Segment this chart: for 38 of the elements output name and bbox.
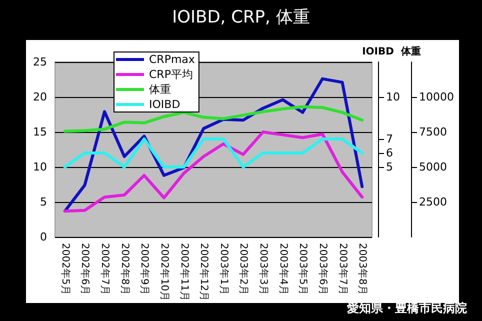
x-tick-label: 2003年4月 (277, 243, 290, 295)
y3-tick-label: 10000 (419, 90, 454, 104)
x-tick-label: 2003年5月 (297, 243, 310, 295)
y2-axis-title: IOIBD (362, 46, 394, 58)
y-tick-label: 15 (33, 126, 47, 138)
y-tick-label: 20 (33, 90, 47, 104)
x-tick-label: 2002年11月 (178, 243, 190, 302)
y2-tick-label: 7 (386, 132, 393, 146)
y3-axis-title: 体重 (400, 46, 421, 58)
legend-label: CRPmax (149, 53, 196, 66)
legend-label: CRP平均 (149, 68, 193, 81)
x-tick-label: 2002年12月 (198, 243, 210, 302)
x-tick-label: 2002年10月 (158, 243, 170, 302)
y-tick-label: 25 (33, 56, 47, 68)
y2-tick-label: 6 (386, 146, 393, 160)
chart-title: IOIBD, CRP, 体重 (172, 8, 310, 28)
y-tick-label: 0 (40, 230, 47, 244)
x-tick-label: 2003年8月 (356, 243, 369, 295)
y2-tick-label: 10 (386, 90, 400, 104)
x-tick-label: 2002年9月 (138, 243, 151, 295)
x-tick-label: 2003年6月 (316, 243, 329, 295)
x-tick-label: 2003年7月 (336, 243, 349, 295)
x-tick-label: 2003年2月 (238, 243, 250, 295)
x-tick-label: 2003年1月 (218, 243, 230, 295)
x-tick-label: 2003年3月 (258, 243, 270, 295)
x-tick-label: 2002年5月 (59, 243, 72, 295)
y-tick-label: 5 (40, 196, 47, 208)
y3-tick-label: 7500 (419, 126, 447, 138)
legend-label: 体重 (149, 83, 171, 96)
y3-tick-label: 5000 (419, 160, 447, 174)
y2-tick-label: 5 (386, 160, 393, 174)
x-tick-label: 2002年7月 (99, 243, 112, 295)
legend-label: IOIBD (149, 98, 180, 111)
y-tick-label: 10 (33, 160, 47, 174)
x-tick-label: 2002年8月 (118, 243, 131, 295)
y3-tick-label: 2500 (419, 196, 447, 208)
line-series (63, 130, 364, 213)
x-tick-label: 2002年6月 (79, 243, 92, 295)
